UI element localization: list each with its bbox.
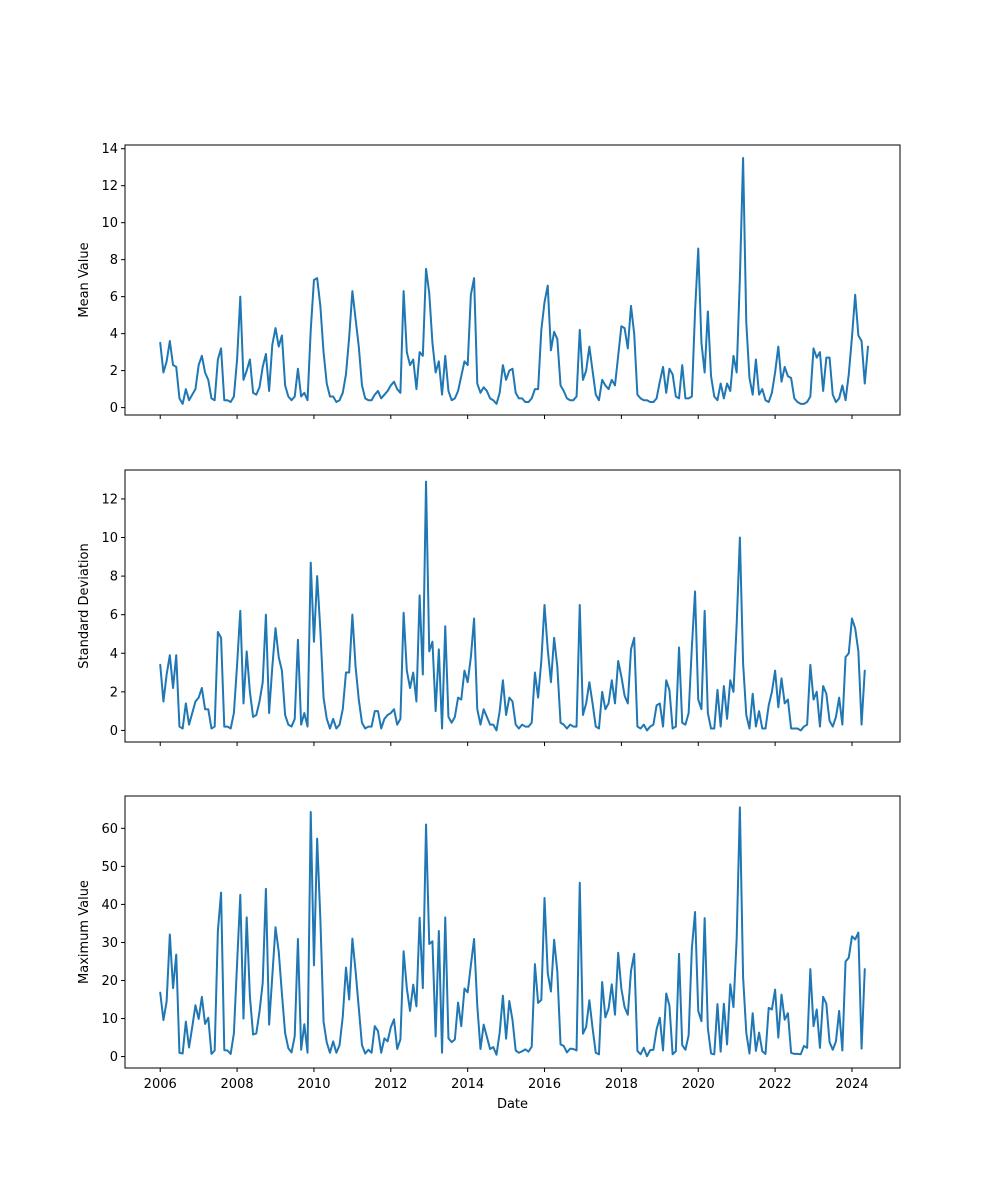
stddev-plot-frame bbox=[124, 469, 901, 743]
maximum-xtick-label: 2018 bbox=[605, 1077, 638, 1092]
maximum-xtick-label: 2008 bbox=[221, 1077, 254, 1092]
maximum-ytick-label: 10 bbox=[101, 1012, 118, 1027]
mean-series-line bbox=[159, 156, 869, 405]
maximum-series-line bbox=[159, 806, 866, 1058]
mean-ytick-label: 2 bbox=[110, 364, 118, 379]
maximum-ytick-label: 50 bbox=[101, 860, 118, 875]
maximum-xtick-label: 2014 bbox=[451, 1077, 484, 1092]
stddev-ytick-label: 6 bbox=[110, 608, 118, 623]
mean-ytick-label: 6 bbox=[110, 290, 118, 305]
mean-ytick-label: 8 bbox=[110, 253, 118, 268]
stddev-ytick-label: 8 bbox=[110, 570, 118, 585]
maximum-ytick-label: 40 bbox=[101, 898, 118, 913]
stddev-ytick-label: 2 bbox=[110, 685, 118, 700]
stddev-ytick-label: 4 bbox=[110, 647, 118, 662]
maximum-ytick-label: 30 bbox=[101, 936, 118, 951]
maximum-x-axis-title: Date bbox=[497, 1097, 528, 1112]
maximum-ytick-label: 0 bbox=[110, 1050, 118, 1065]
maximum-xtick-label: 2024 bbox=[835, 1077, 868, 1092]
mean-y-axis-title: Mean Value bbox=[77, 242, 92, 317]
mean-ytick-label: 14 bbox=[101, 142, 118, 157]
maximum-ytick-label: 60 bbox=[101, 822, 118, 837]
maximum-xtick-label: 2020 bbox=[682, 1077, 715, 1092]
maximum-y-axis-title: Maximum Value bbox=[77, 880, 92, 984]
maximum-xtick-label: 2016 bbox=[528, 1077, 561, 1092]
mean-ytick-label: 10 bbox=[101, 216, 118, 231]
stddev-ytick-label: 12 bbox=[101, 492, 118, 507]
maximum-ytick-label: 20 bbox=[101, 974, 118, 989]
stddev-series-line bbox=[159, 480, 866, 732]
stddev-ytick-label: 0 bbox=[110, 724, 118, 739]
stddev-ytick-label: 10 bbox=[101, 531, 118, 546]
mean-ytick-label: 12 bbox=[101, 179, 118, 194]
mean-ytick-label: 4 bbox=[110, 327, 118, 342]
stddev-y-axis-title: Standard Deviation bbox=[77, 543, 92, 668]
mean-ytick-label: 0 bbox=[110, 401, 118, 416]
maximum-plot-frame bbox=[124, 795, 901, 1069]
maximum-xtick-label: 2012 bbox=[374, 1077, 407, 1092]
mean-plot-frame bbox=[124, 144, 901, 416]
maximum-xtick-label: 2022 bbox=[759, 1077, 792, 1092]
maximum-xtick-label: 2010 bbox=[297, 1077, 330, 1092]
maximum-xtick-label: 2006 bbox=[144, 1077, 177, 1092]
